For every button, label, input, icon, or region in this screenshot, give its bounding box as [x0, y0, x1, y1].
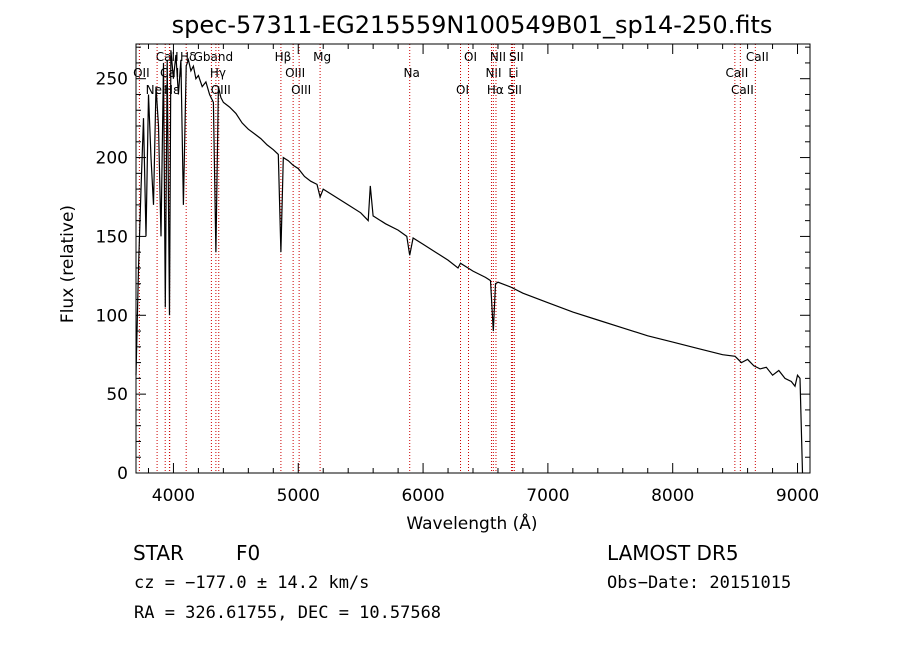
spectral-line-label: CaII: [156, 50, 179, 64]
spectrum-line: [135, 50, 804, 474]
y-tick-label: 50: [106, 385, 128, 405]
plot-frame: [135, 43, 811, 474]
y-axis-label: Flux (relative): [58, 205, 78, 323]
spectral-line-label: NII: [490, 50, 506, 64]
spectral-line-label: Hβ: [275, 50, 292, 64]
spectral-line-label: CaII: [746, 50, 769, 64]
x-axis-label: Wavelength (Å): [406, 512, 537, 534]
spectral-line-label: Hδ: [180, 50, 196, 64]
y-tick-label: 200: [96, 149, 128, 169]
x-tick-label: 6000: [401, 486, 444, 506]
y-tick-label: 250: [96, 70, 128, 90]
y-tick-label: 0: [117, 464, 128, 484]
spectral-line-label: Na: [404, 66, 420, 80]
spectral-line-label: OI: [464, 50, 477, 64]
spectral-line-label: Gband: [194, 50, 234, 64]
x-tick-label: 4000: [152, 486, 195, 506]
x-tick-label: 9000: [776, 486, 819, 506]
spectral-line-label: Hγ: [210, 66, 226, 80]
spectral-line-label: OI: [456, 83, 469, 97]
spectral-line-label: Li: [508, 66, 518, 80]
y-axis-ticks: 0 50 100 150 200 250: [96, 46, 810, 484]
spectral-line-label: OIII: [211, 83, 231, 97]
spectral-line-label: Hα: [487, 83, 504, 97]
spectral-line-label: CaII: [731, 83, 754, 97]
spectral-line-label: NeIII: [146, 83, 173, 97]
coordinates-text: RA = 326.61755, DEC = 10.57568: [134, 603, 441, 623]
spectral-line-label: NII: [485, 66, 501, 80]
spectral-line-label: SII: [509, 50, 524, 64]
y-tick-label: 150: [96, 227, 128, 247]
obs-date-text: Obs−Date: 20151015: [607, 573, 791, 593]
spectral-line-label: OIII: [291, 83, 311, 97]
redshift-text: cz = −177.0 ± 14.2 km/s: [134, 573, 369, 593]
x-axis-ticks: 4000 5000 6000 7000 8000 9000: [147, 44, 819, 506]
object-type: STAR: [133, 541, 184, 565]
spectral-line-label: Mg: [313, 50, 331, 64]
x-tick-label: 5000: [277, 486, 320, 506]
survey-name: LAMOST DR5: [607, 541, 739, 565]
spectrum-series: [135, 50, 804, 474]
x-tick-label: 7000: [526, 486, 569, 506]
spectral-line-label: OII: [133, 66, 150, 80]
spectral-line-label: CaII: [725, 66, 748, 80]
chart-title: spec-57311-EG215559N100549B01_sp14-250.f…: [172, 11, 773, 39]
x-tick-label: 8000: [651, 486, 694, 506]
spectral-line-label: OIII: [285, 66, 305, 80]
object-subclass: F0: [236, 541, 260, 565]
y-tick-label: 100: [96, 306, 128, 326]
spectral-line-markers: CaIICaIIHεHδOIINeIIIGbandHγOIIIHβOIIIOII…: [133, 44, 769, 473]
